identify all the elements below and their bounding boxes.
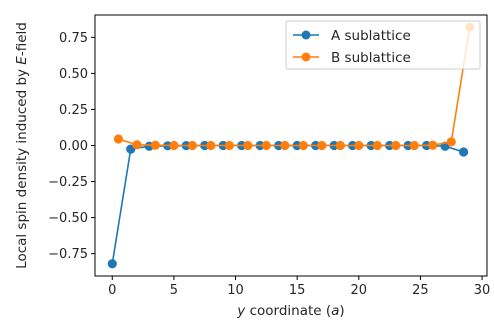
data-point-b-sublattice <box>298 140 308 151</box>
legend-marker-a-sublattice <box>301 30 311 40</box>
x-axis-label-mid: coordinate ( <box>245 303 331 319</box>
legend-box <box>285 20 481 70</box>
x-tick-label: 5 <box>170 283 178 298</box>
data-point-b-sublattice <box>243 140 253 151</box>
y-tick-label: 0.50 <box>59 67 88 82</box>
data-point-b-sublattice <box>150 140 160 150</box>
data-point-b-sublattice <box>428 140 438 150</box>
x-tick-label: 15 <box>289 283 306 298</box>
series-layer <box>107 22 475 269</box>
data-point-b-sublattice <box>113 134 124 144</box>
legend-marker-b-sublattice <box>301 52 311 62</box>
x-axis-label-unit: a <box>331 303 339 319</box>
data-point-b-sublattice <box>335 140 345 151</box>
data-point-b-sublattice <box>409 140 419 151</box>
y-tick-label: 0.25 <box>59 103 88 118</box>
data-point-a-sublattice <box>458 147 469 157</box>
data-point-b-sublattice <box>132 140 142 150</box>
legend-label-a-sublattice: A sublattice <box>331 28 411 44</box>
y-tick-label: −0.25 <box>48 175 88 190</box>
x-tick-label: 20 <box>351 283 368 298</box>
data-point-b-sublattice <box>391 140 401 151</box>
legend: A sublattice B sublattice <box>285 20 481 70</box>
data-point-b-sublattice <box>206 140 216 151</box>
x-tick-label: 30 <box>474 283 491 298</box>
x-axis-label-var: y <box>236 303 246 319</box>
data-point-b-sublattice <box>280 140 290 151</box>
y-tick-label: −0.75 <box>48 247 88 262</box>
x-tick-label: 10 <box>227 283 244 298</box>
data-point-b-sublattice <box>169 140 179 151</box>
y-tick-label: 0.75 <box>59 31 88 46</box>
data-point-b-sublattice <box>446 137 456 147</box>
y-axis-label: Local spin density induced by E-field <box>14 22 30 269</box>
legend-label-b-sublattice: B sublattice <box>331 50 411 66</box>
y-axis-label-var: E <box>14 56 30 65</box>
data-point-b-sublattice <box>187 140 197 151</box>
x-tick-label: 0 <box>108 283 116 298</box>
x-axis-label: y coordinate (a) <box>236 303 344 319</box>
y-axis-label-main: Local spin density induced by <box>14 65 30 269</box>
data-point-b-sublattice <box>317 140 327 151</box>
x-axis-ticks: 0 5 10 15 20 25 30 <box>108 276 490 298</box>
data-point-a-sublattice <box>107 259 117 269</box>
data-point-b-sublattice <box>372 140 382 151</box>
y-tick-label: 0.00 <box>59 139 88 154</box>
y-tick-label: −0.50 <box>48 211 88 226</box>
x-axis-label-end: ) <box>339 303 344 319</box>
data-point-b-sublattice <box>354 140 364 151</box>
series-line-a-sublattice <box>111 144 464 264</box>
x-tick-label: 25 <box>412 283 429 298</box>
y-axis-ticks: −0.75 −0.50 −0.25 0.00 0.25 0.50 0.75 <box>48 31 95 262</box>
y-axis-label-end: -field <box>14 22 30 56</box>
data-point-b-sublattice <box>224 140 234 151</box>
data-point-b-sublattice <box>261 140 271 151</box>
